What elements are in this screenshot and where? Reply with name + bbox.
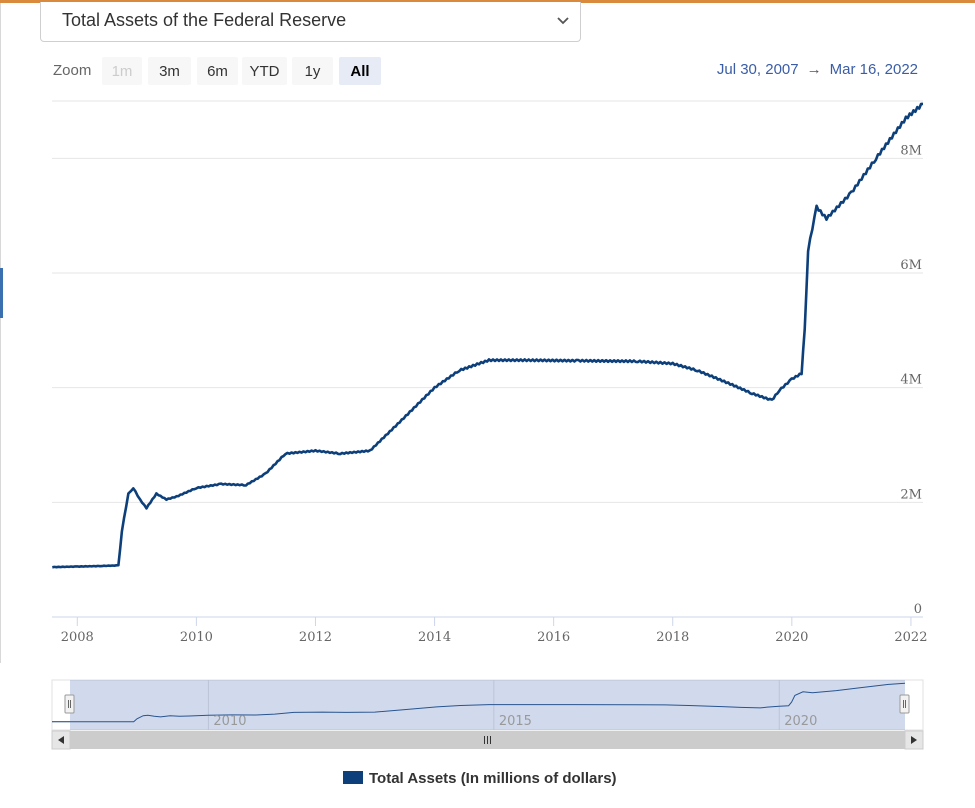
scroll-right-arrow-icon — [911, 736, 917, 744]
zoom-1y-button[interactable]: 1y — [292, 57, 333, 85]
x-axis-ticks — [76, 617, 912, 626]
navigator-left-handle[interactable] — [64, 694, 75, 714]
chart-legend[interactable]: Total Assets (In millions of dollars) — [343, 770, 617, 790]
navigator-year-label: 2010 — [213, 714, 246, 729]
y-tick-label: 6M — [900, 258, 922, 273]
x-axis-labels: 2008 2010 2012 2014 2016 2018 2020 2022 — [61, 630, 928, 645]
x-tick-label: 2020 — [775, 630, 808, 645]
navigator-right-handle[interactable] — [899, 694, 910, 714]
zoom-3m-button[interactable]: 3m — [148, 57, 191, 85]
page-left-marker — [0, 268, 3, 318]
range-arrow-icon: → — [806, 61, 822, 78]
zoom-label: Zoom — [53, 62, 92, 79]
y-gridlines — [52, 157, 923, 503]
scroll-left-arrow-icon — [58, 736, 64, 744]
top-accent-rule — [0, 0, 975, 3]
zoom-all-button[interactable]: All — [339, 57, 381, 85]
range-to-date[interactable]: Mar 16, 2022 — [829, 61, 918, 78]
navigator-series-line — [52, 682, 906, 723]
x-tick-label: 2022 — [894, 630, 927, 645]
y-tick-label: 0 — [914, 602, 922, 617]
chevron-down-icon — [557, 17, 569, 25]
x-tick-label: 2018 — [656, 630, 689, 645]
series-selector-label: Total Assets of the Federal Reserve — [62, 10, 347, 30]
navigator-year-label: 2015 — [499, 714, 532, 729]
x-tick-label: 2014 — [418, 630, 451, 645]
zoom-1m-button[interactable]: 1m — [102, 57, 142, 85]
navigator-year-labels: 2010 2015 2020 — [213, 714, 817, 729]
legend-swatch-total-assets — [343, 771, 363, 784]
legend-label-total-assets: Total Assets (In millions of dollars) — [369, 770, 617, 787]
range-from-date[interactable]: Jul 30, 2007 — [716, 61, 799, 78]
navigator-frame — [51, 679, 924, 731]
x-tick-label: 2010 — [180, 630, 213, 645]
series-selector-dropdown[interactable]: Total Assets of the Federal Reserve — [40, 2, 581, 42]
y-axis-labels: 0 2M 4M 6M 8M — [900, 143, 922, 617]
x-tick-label: 2012 — [299, 630, 332, 645]
navigator-year-label: 2020 — [784, 714, 817, 729]
x-tick-label: 2016 — [537, 630, 570, 645]
date-range-display: Jul 30, 2007 → Mar 16, 2022 — [717, 61, 918, 78]
x-tick-label: 2008 — [61, 630, 94, 645]
page-left-border — [0, 3, 1, 663]
y-tick-label: 4M — [900, 373, 922, 388]
zoom-6m-button[interactable]: 6m — [197, 57, 238, 85]
y-tick-label: 2M — [900, 487, 922, 502]
scrollbar-grip-icon — [484, 736, 491, 744]
navigator-selected-range[interactable] — [70, 680, 905, 730]
y-tick-label: 8M — [900, 143, 922, 158]
zoom-ytd-button[interactable]: YTD — [242, 57, 287, 85]
series-line-total-assets[interactable] — [52, 102, 923, 569]
